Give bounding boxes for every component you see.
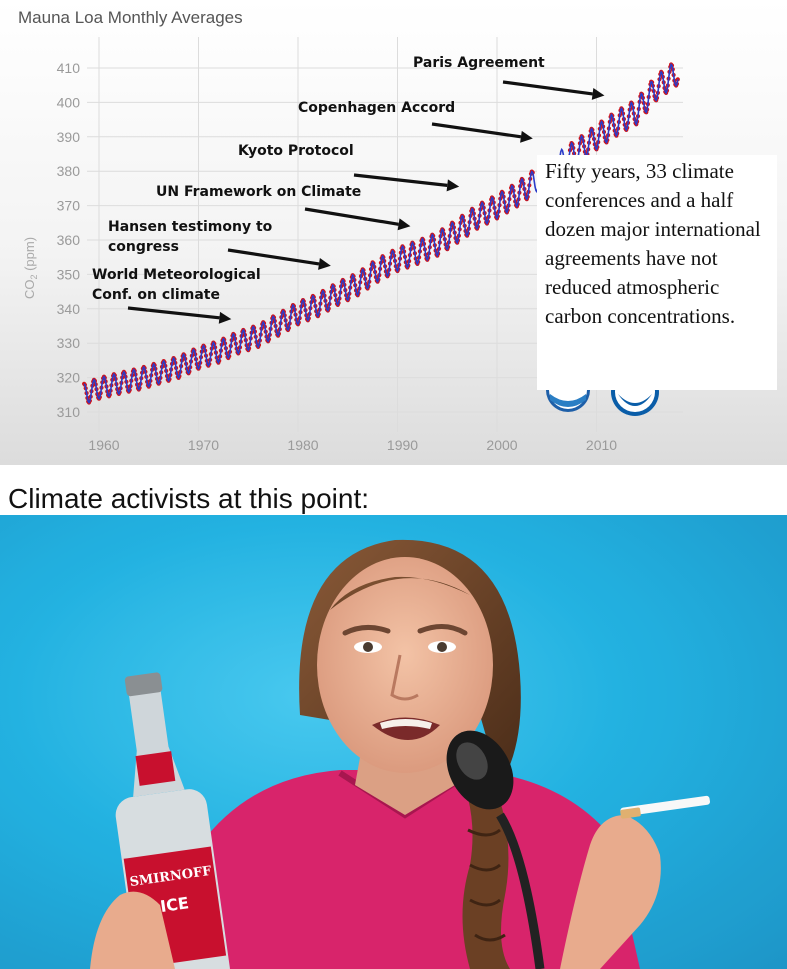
nasa-logo-icon [611,390,659,416]
cigarette-icon [620,795,710,817]
y-tick-label: 310 [57,404,81,420]
event-label: Kyoto Protocol [238,143,354,159]
caption-text: Climate activists at this point: [8,483,370,514]
data-point [675,77,680,82]
meme-photo: SMIRNOFF ICE [0,515,787,969]
y-tick-label: 390 [57,129,81,145]
left-hand [90,891,175,969]
y-tick-label: 340 [57,301,81,317]
event-arrow [353,173,448,187]
event-arrowhead [591,87,605,100]
microphone [446,730,545,969]
callout-text: Fifty years, 33 climate conferences and … [537,155,777,390]
y-tick-label: 330 [57,335,81,351]
event-label: Copenhagen Accord [298,100,455,116]
event-arrow [127,306,220,320]
chart-panel: 310 320 330 340 350 360 370 380 390 400 410 1960 197… [0,0,787,465]
co2-chart: 310 320 330 340 350 360 370 380 390 400 410 1960 197… [22,37,683,453]
x-tick-label: 1980 [287,437,318,453]
y-axis-label: CO2 (ppm) [22,237,39,299]
event-arrowhead [397,218,411,231]
agency-logos [540,390,680,420]
face [317,557,493,773]
event-arrowhead [520,130,533,143]
event-arrowhead [218,311,232,324]
x-tick-label: 1990 [387,437,418,453]
event-arrowhead [318,258,331,270]
x-tick-label: 1970 [188,437,219,453]
event-label: Paris Agreement [413,55,545,71]
event-arrow [502,80,593,96]
event-arrowhead [446,179,460,192]
event-arrow [431,122,522,139]
noaa-logo-icon [546,390,590,412]
y-tick-label: 380 [57,163,81,179]
event-label: UN Framework on Climate [156,184,361,200]
trend-line [83,62,679,404]
bottle-label-text: ICE [159,893,190,916]
x-tick-label: 1960 [88,437,119,453]
event-label: Hansen testimony to congress [108,219,273,255]
hand-with-cigarette [560,795,710,969]
y-tick-label: 360 [57,232,81,248]
shirt [170,770,640,969]
y-tick-label: 320 [57,370,81,386]
caption: Climate activists at this point: [0,465,787,515]
y-tick-label: 370 [57,198,81,214]
x-tick-label: 2000 [486,437,517,453]
y-tick-label: 410 [57,60,81,76]
y-tick-label: 350 [57,266,81,282]
chart-title: Mauna Loa Monthly Averages [18,8,243,27]
y-tick-label: 400 [57,94,81,110]
event-label: World Meteorological Conf. on climate [92,267,261,303]
event-arrow [304,207,399,226]
x-tick-label: 2010 [586,437,617,453]
event-arrow [227,248,320,266]
